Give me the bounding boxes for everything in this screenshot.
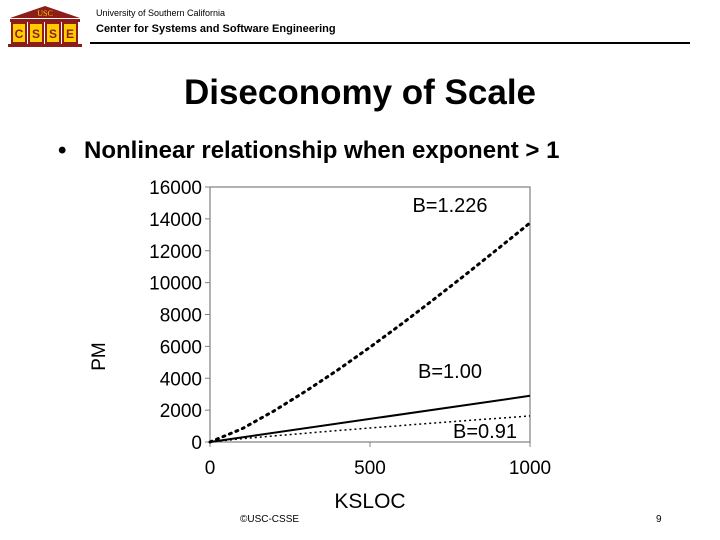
y-tick-label: 8000 bbox=[160, 306, 202, 327]
series-label: B=1.00 bbox=[418, 361, 482, 383]
y-tick-label: 2000 bbox=[160, 401, 202, 422]
plot-frame bbox=[210, 187, 530, 442]
series-label: B=1.226 bbox=[412, 195, 487, 217]
y-axis-label: PM bbox=[89, 342, 110, 371]
y-tick-label: 6000 bbox=[160, 337, 202, 358]
svg-text:USC: USC bbox=[37, 9, 53, 18]
svg-text:S: S bbox=[32, 27, 40, 41]
x-tick-label: 0 bbox=[205, 458, 216, 479]
y-tick-label: 0 bbox=[191, 433, 202, 454]
x-tick-label: 500 bbox=[354, 458, 386, 479]
y-tick-label: 16000 bbox=[149, 178, 202, 199]
institution-name: University of Southern California bbox=[96, 8, 225, 18]
svg-text:S: S bbox=[49, 27, 57, 41]
diseconomy-chart: 0 2000 4000 6000 8000 10000 12000 14000 16000 0 50… bbox=[80, 170, 580, 515]
page-number: 9 bbox=[656, 514, 662, 525]
bullet-point: • Nonlinear relationship when exponent > … bbox=[58, 137, 559, 165]
x-axis-label: KSLOC bbox=[334, 490, 405, 513]
slide-title: Diseconomy of Scale bbox=[0, 73, 720, 113]
y-tick-label: 12000 bbox=[149, 242, 202, 263]
bullet-text: Nonlinear relationship when exponent > 1 bbox=[84, 137, 559, 164]
y-tick-label: 14000 bbox=[149, 210, 202, 231]
center-name: Center for Systems and Software Engineer… bbox=[96, 23, 336, 35]
y-tick-label: 10000 bbox=[149, 274, 202, 295]
svg-text:C: C bbox=[15, 27, 24, 41]
header-rule bbox=[90, 42, 690, 44]
series-label: B=0.91 bbox=[453, 421, 517, 443]
y-tick-label: 4000 bbox=[160, 369, 202, 390]
bullet-marker: • bbox=[58, 137, 84, 165]
svg-text:E: E bbox=[66, 27, 74, 41]
series-line-B=1.226 bbox=[210, 223, 530, 442]
copyright-footer: ©USC-CSSE bbox=[240, 514, 299, 525]
x-tick-label: 1000 bbox=[509, 458, 551, 479]
usc-csse-logo: USC C S S E bbox=[4, 4, 86, 48]
